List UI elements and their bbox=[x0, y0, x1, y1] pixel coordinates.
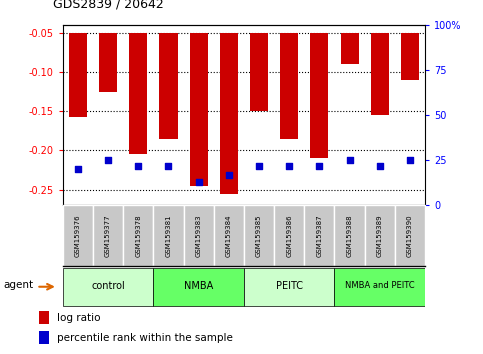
Text: GSM159388: GSM159388 bbox=[347, 214, 353, 257]
Bar bbox=[63, 268, 154, 306]
Text: control: control bbox=[91, 281, 125, 291]
Bar bbox=[244, 205, 274, 266]
Bar bbox=[371, 33, 389, 115]
Text: GDS2839 / 20642: GDS2839 / 20642 bbox=[53, 0, 164, 11]
Bar bbox=[184, 205, 213, 266]
Bar bbox=[395, 205, 425, 266]
Bar bbox=[189, 33, 208, 186]
Text: GSM159378: GSM159378 bbox=[135, 214, 141, 257]
Bar bbox=[129, 33, 147, 154]
Bar bbox=[280, 33, 298, 139]
Text: PEITC: PEITC bbox=[276, 281, 303, 291]
Point bbox=[74, 166, 82, 172]
Bar bbox=[123, 205, 154, 266]
Text: NMBA: NMBA bbox=[184, 281, 213, 291]
Bar bbox=[220, 33, 238, 194]
Bar bbox=[93, 205, 123, 266]
Bar bbox=[154, 268, 244, 306]
Bar bbox=[99, 33, 117, 91]
Point bbox=[285, 163, 293, 169]
Bar bbox=[334, 268, 425, 306]
Point bbox=[255, 163, 263, 169]
Bar bbox=[63, 205, 93, 266]
Point bbox=[315, 163, 323, 169]
Point bbox=[225, 172, 233, 177]
Bar bbox=[69, 33, 87, 118]
Text: GSM159381: GSM159381 bbox=[166, 214, 171, 257]
Text: GSM159384: GSM159384 bbox=[226, 214, 232, 257]
Bar bbox=[304, 205, 334, 266]
Point bbox=[165, 163, 172, 169]
Text: GSM159390: GSM159390 bbox=[407, 214, 413, 257]
Bar bbox=[213, 205, 244, 266]
Text: GSM159389: GSM159389 bbox=[377, 214, 383, 257]
Point bbox=[195, 179, 202, 185]
Bar bbox=[39, 331, 49, 344]
Text: GSM159385: GSM159385 bbox=[256, 214, 262, 257]
Bar bbox=[250, 33, 268, 111]
Bar bbox=[39, 312, 49, 324]
Bar bbox=[334, 205, 365, 266]
Text: GSM159386: GSM159386 bbox=[286, 214, 292, 257]
Text: GSM159383: GSM159383 bbox=[196, 214, 201, 257]
Point bbox=[376, 163, 384, 169]
Bar bbox=[341, 33, 358, 64]
Bar bbox=[154, 205, 184, 266]
Bar bbox=[401, 33, 419, 80]
Text: GSM159387: GSM159387 bbox=[316, 214, 322, 257]
Point bbox=[104, 157, 112, 163]
Text: log ratio: log ratio bbox=[57, 313, 101, 323]
Text: agent: agent bbox=[3, 280, 33, 290]
Bar bbox=[274, 205, 304, 266]
Bar bbox=[311, 33, 328, 158]
Point bbox=[406, 157, 414, 163]
Text: GSM159377: GSM159377 bbox=[105, 214, 111, 257]
Bar bbox=[159, 33, 178, 139]
Text: GSM159376: GSM159376 bbox=[75, 214, 81, 257]
Text: percentile rank within the sample: percentile rank within the sample bbox=[57, 333, 233, 343]
Text: NMBA and PEITC: NMBA and PEITC bbox=[345, 281, 414, 290]
Point bbox=[346, 157, 354, 163]
Bar bbox=[244, 268, 334, 306]
Point bbox=[134, 163, 142, 169]
Bar bbox=[365, 205, 395, 266]
